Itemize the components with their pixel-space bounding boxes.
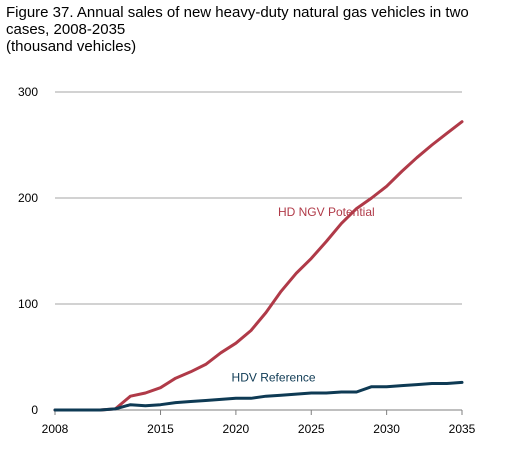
y-tick-label-0: 0	[31, 403, 38, 417]
axes: 0 100 200 300 2008 2015 2020 2025 2030 2035	[18, 85, 476, 436]
series-labels: HD NGV Potential HDV Reference	[232, 205, 375, 384]
series-lines	[53, 120, 464, 412]
y-tick-label-100: 100	[18, 297, 38, 311]
gridlines	[55, 91, 462, 305]
y-tick-label-200: 200	[18, 191, 38, 205]
x-tick-label-2008: 2008	[42, 422, 69, 436]
x-tick-label-2035: 2035	[449, 422, 476, 436]
chart-title-line-3: (thousand vehicles)	[6, 38, 137, 55]
series-line-hdv-reference	[53, 380, 464, 412]
chart-title: Figure 37. Annual sales of new heavy-dut…	[6, 4, 511, 55]
x-tick-label-2015: 2015	[147, 422, 174, 436]
chart-title-line-2: cases, 2008-2035	[6, 21, 126, 38]
chart-title-line-1: Figure 37. Annual sales of new heavy-dut…	[6, 4, 469, 21]
series-line-hd-ngv-potential	[53, 120, 464, 412]
series-label-hdv-reference: HDV Reference	[232, 370, 316, 384]
x-tick-label-2025: 2025	[298, 422, 325, 436]
y-tick-label-300: 300	[18, 85, 38, 99]
x-tick-label-2020: 2020	[223, 422, 250, 436]
x-tick-label-2030: 2030	[373, 422, 400, 436]
series-label-hd-ngv-potential: HD NGV Potential	[278, 205, 375, 219]
